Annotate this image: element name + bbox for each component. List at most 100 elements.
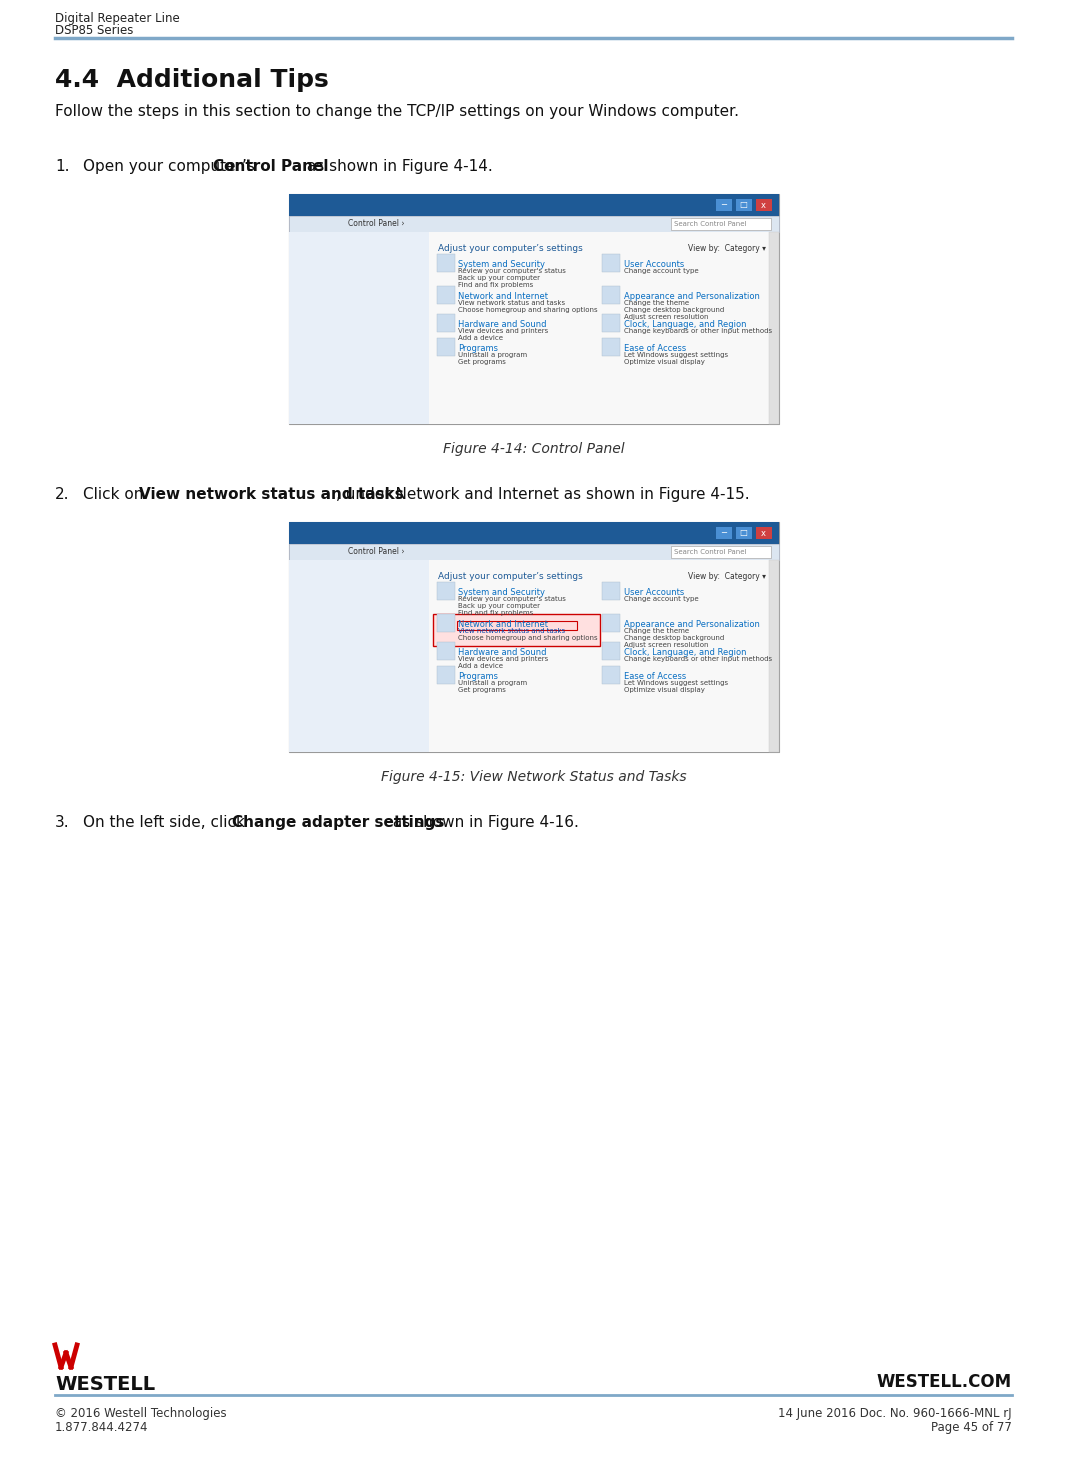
Text: View by:  Category ▾: View by: Category ▾ [688,243,766,254]
Text: Review your computer's status: Review your computer's status [459,596,567,602]
Text: 2.: 2. [55,487,69,502]
Text: Optimize visual display: Optimize visual display [623,687,704,693]
Text: Let Windows suggest settings: Let Windows suggest settings [623,680,728,686]
Text: x: x [761,201,766,209]
Text: Clock, Language, and Region: Clock, Language, and Region [623,648,746,656]
FancyBboxPatch shape [602,314,620,332]
FancyBboxPatch shape [602,254,620,271]
Text: Programs: Programs [459,673,498,681]
Text: Figure 4-14: Control Panel: Figure 4-14: Control Panel [443,442,624,456]
Text: Programs: Programs [459,344,498,353]
Text: View network status and tasks: View network status and tasks [139,487,403,502]
FancyBboxPatch shape [602,338,620,355]
Text: Ease of Access: Ease of Access [623,673,686,681]
Text: −: − [720,528,727,537]
Text: Uninstall a program: Uninstall a program [459,353,527,358]
Text: Back up your computer: Back up your computer [459,603,541,609]
Text: Review your computer's status: Review your computer's status [459,268,567,274]
FancyBboxPatch shape [716,199,732,211]
Text: WESTELL: WESTELL [55,1375,155,1394]
FancyBboxPatch shape [735,199,751,211]
Text: Open your computer’s: Open your computer’s [83,159,259,174]
FancyBboxPatch shape [602,667,620,684]
Text: x: x [761,528,766,537]
Text: Let Windows suggest settings: Let Windows suggest settings [623,353,728,358]
FancyBboxPatch shape [288,195,779,215]
FancyBboxPatch shape [288,522,779,752]
Text: Change account type: Change account type [623,596,698,602]
Text: Add a device: Add a device [459,335,504,341]
Text: , under Network and Internet as shown in Figure 4-15.: , under Network and Internet as shown in… [336,487,750,502]
Text: WESTELL.COM: WESTELL.COM [877,1373,1012,1391]
Text: Change desktop background: Change desktop background [623,636,723,642]
FancyBboxPatch shape [602,583,620,600]
Text: View network status and tasks: View network status and tasks [459,299,566,305]
Text: Search Control Panel: Search Control Panel [674,549,747,555]
FancyBboxPatch shape [716,527,732,538]
FancyBboxPatch shape [288,560,779,752]
FancyBboxPatch shape [436,667,455,684]
FancyBboxPatch shape [670,218,770,230]
Text: 1.: 1. [55,159,69,174]
Text: Page 45 of 77: Page 45 of 77 [931,1420,1012,1434]
Text: □: □ [739,528,748,537]
FancyBboxPatch shape [670,546,770,558]
Text: DSP85 Series: DSP85 Series [55,24,133,37]
Text: as shown in Figure 4-16.: as shown in Figure 4-16. [388,816,579,830]
Text: −: − [720,201,727,209]
Text: □: □ [739,201,748,209]
Text: On the left side, click: On the left side, click [83,816,250,830]
FancyBboxPatch shape [436,583,455,600]
Text: Choose homegroup and sharing options: Choose homegroup and sharing options [459,636,599,642]
Text: 4.4  Additional Tips: 4.4 Additional Tips [55,68,329,91]
FancyBboxPatch shape [288,544,779,560]
FancyBboxPatch shape [602,614,620,631]
Text: Uninstall a program: Uninstall a program [459,680,527,686]
Text: Change desktop background: Change desktop background [623,307,723,313]
Text: Change keyboards or other input methods: Change keyboards or other input methods [623,656,771,662]
Text: Change keyboards or other input methods: Change keyboards or other input methods [623,327,771,333]
Text: Appearance and Personalization: Appearance and Personalization [623,620,760,628]
FancyBboxPatch shape [288,522,779,544]
Text: Find and fix problems: Find and fix problems [459,611,534,617]
Text: Hardware and Sound: Hardware and Sound [459,648,547,656]
FancyBboxPatch shape [436,286,455,304]
Text: User Accounts: User Accounts [623,260,684,268]
FancyBboxPatch shape [288,560,429,752]
Text: System and Security: System and Security [459,589,545,597]
Text: Adjust screen resolution: Adjust screen resolution [623,314,708,320]
Text: Click on: Click on [83,487,148,502]
Text: Adjust screen resolution: Adjust screen resolution [623,642,708,648]
Text: Add a device: Add a device [459,662,504,670]
FancyBboxPatch shape [436,614,455,631]
Text: View network status and tasks: View network status and tasks [459,628,566,634]
Text: Change account type: Change account type [623,268,698,274]
FancyBboxPatch shape [755,199,771,211]
Text: 14 June 2016 Doc. No. 960-1666-MNL rJ: 14 June 2016 Doc. No. 960-1666-MNL rJ [778,1407,1012,1420]
Text: Back up your computer: Back up your computer [459,274,541,282]
Text: Control Panel ›: Control Panel › [349,220,405,229]
Text: © 2016 Westell Technologies: © 2016 Westell Technologies [55,1407,226,1420]
FancyBboxPatch shape [288,232,429,423]
Text: Figure 4-15: View Network Status and Tasks: Figure 4-15: View Network Status and Tas… [381,770,686,785]
Text: Control Panel ›: Control Panel › [349,547,405,556]
Text: Get programs: Get programs [459,358,507,364]
FancyBboxPatch shape [768,232,779,423]
Text: Network and Internet: Network and Internet [459,620,548,628]
Text: Search Control Panel: Search Control Panel [674,221,747,227]
FancyBboxPatch shape [436,314,455,332]
FancyBboxPatch shape [735,527,751,538]
Text: Change the theme: Change the theme [623,628,688,634]
FancyBboxPatch shape [436,254,455,271]
Text: View by:  Category ▾: View by: Category ▾ [688,572,766,581]
Text: as shown in Figure 4-14.: as shown in Figure 4-14. [302,159,492,174]
Text: Appearance and Personalization: Appearance and Personalization [623,292,760,301]
Text: View devices and printers: View devices and printers [459,656,548,662]
FancyBboxPatch shape [602,286,620,304]
Text: 1.877.844.4274: 1.877.844.4274 [55,1420,148,1434]
FancyBboxPatch shape [432,614,600,646]
Text: Optimize visual display: Optimize visual display [623,358,704,364]
Text: Hardware and Sound: Hardware and Sound [459,320,547,329]
FancyBboxPatch shape [602,642,620,659]
Text: Clock, Language, and Region: Clock, Language, and Region [623,320,746,329]
